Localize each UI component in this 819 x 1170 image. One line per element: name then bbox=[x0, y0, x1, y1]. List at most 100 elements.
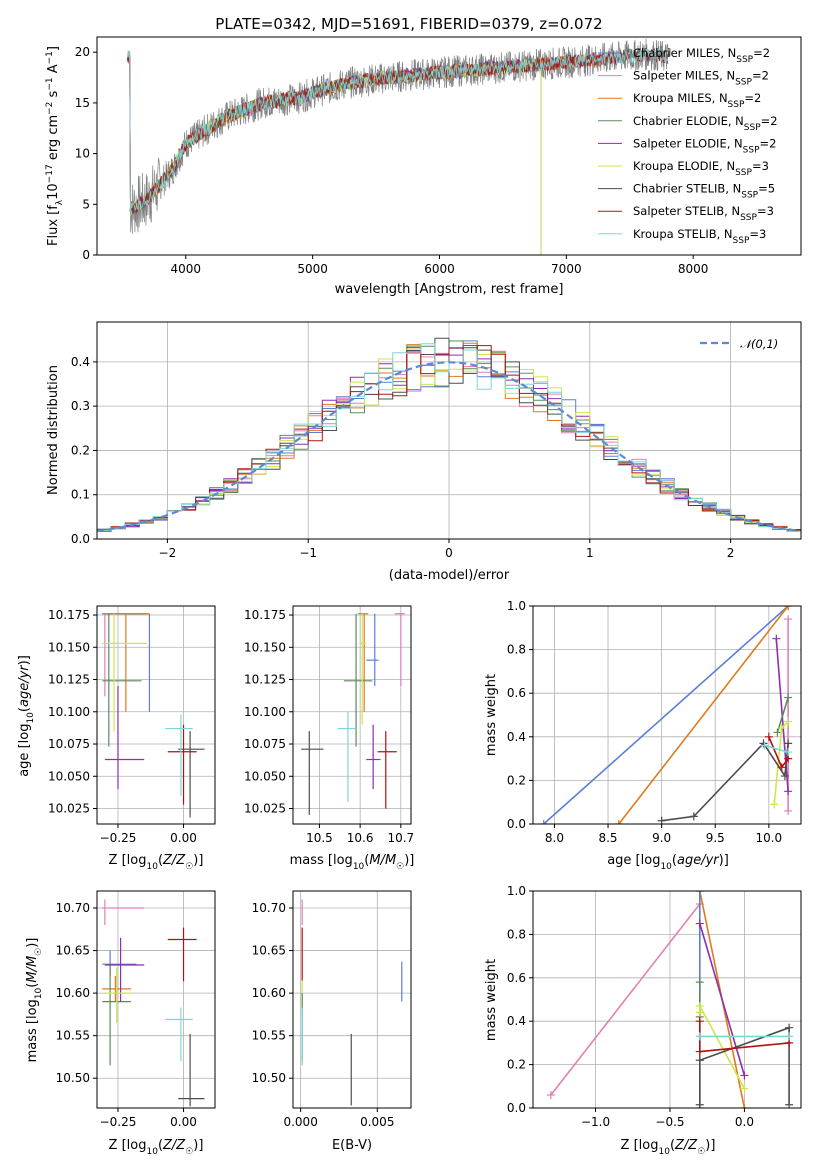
label-part: ( bbox=[670, 1138, 675, 1153]
series-marker-chab_stelib bbox=[785, 1023, 794, 1032]
errorbar-chab_miles bbox=[366, 613, 379, 686]
y-tick-label: 10.70 bbox=[56, 901, 90, 915]
y-tick-label: 0.4 bbox=[507, 730, 526, 744]
errorbar-krou_stelib bbox=[337, 711, 357, 803]
axes-mass_vs_ebv: 0.000 0.005 10.50 10.55 10.60 10.65 10.70 bbox=[252, 891, 411, 1129]
x-tick-label: −1 bbox=[299, 546, 317, 560]
x-tick-label: −0.25 bbox=[100, 831, 137, 845]
series-line-salp_elodie bbox=[699, 923, 746, 1076]
label-part: Flux [f bbox=[46, 205, 61, 246]
y-tick-label: 0 bbox=[82, 248, 90, 262]
y-tick-label: 10.050 bbox=[48, 769, 90, 783]
axes-mass_vs_Z: −0.25 0.00 10.50 10.55 10.60 10.65 10.70 bbox=[56, 891, 215, 1129]
series-marker-krou_stelib bbox=[760, 741, 769, 750]
age-vs-Z-xlabel: Z [log10(Z/Z☉)] bbox=[109, 853, 204, 872]
series-marker-salp_elodie bbox=[695, 919, 704, 928]
series-marker-krou_miles bbox=[614, 820, 623, 824]
label-part: ( bbox=[158, 853, 163, 868]
label-part: Salpeter MILES, N bbox=[633, 69, 735, 83]
errorbar-krou_stelib bbox=[165, 1007, 193, 1062]
axes-weight_vs_Z: −1.0 −0.5 0.0 0.0 0.2 0.4 0.6 0.8 1.0 bbox=[507, 884, 801, 1129]
label-part: Chabrier STELIB, N bbox=[633, 182, 741, 196]
label-part: M/M bbox=[25, 956, 40, 983]
x-tick-label: −1.0 bbox=[581, 1115, 610, 1129]
label-part: SSP bbox=[728, 100, 745, 110]
series-marker-krou_elodie bbox=[695, 1002, 704, 1011]
label-part: =3 bbox=[749, 227, 766, 241]
y-tick-label: 10.65 bbox=[56, 944, 90, 958]
weight-vs-Z-ylabel: mass weight bbox=[484, 959, 499, 1041]
errorbar-chab_elodie bbox=[343, 613, 373, 747]
y-tick-label: 0.8 bbox=[507, 927, 526, 941]
label-part: SSP bbox=[736, 55, 753, 65]
series-marker-chab_elodie bbox=[773, 728, 782, 737]
y-tick-label: 10.075 bbox=[48, 737, 90, 751]
axes-age_vs_Z: −0.25 0.00 10.025 10.050 10.075 10.100 10.125 1… bbox=[48, 606, 215, 845]
errorbar-chab_miles bbox=[102, 950, 137, 977]
label-part: Z [log bbox=[109, 1138, 147, 1153]
label-part: Z/Z bbox=[674, 1138, 698, 1153]
label-part: s bbox=[46, 90, 61, 101]
series-marker-chab_stelib bbox=[689, 812, 698, 821]
series-marker-salp_elodie bbox=[784, 787, 793, 796]
label-part: )] bbox=[719, 853, 729, 868]
y-tick-label: 1.0 bbox=[507, 599, 526, 613]
mass_vs_Z-frame bbox=[96, 890, 216, 1109]
series-marker-salp_miles bbox=[784, 615, 793, 624]
series-marker-krou_elodie bbox=[784, 717, 793, 726]
series-marker-krou_miles bbox=[784, 606, 793, 610]
y-tick-label: 10.150 bbox=[244, 640, 286, 654]
label-part: mass [log bbox=[290, 853, 353, 868]
label-part: =2 bbox=[752, 69, 769, 83]
series-line-chab_stelib bbox=[699, 1026, 790, 1105]
errorbar-krou_miles bbox=[102, 613, 150, 712]
x-tick-label: 8.5 bbox=[598, 831, 617, 845]
residuals-ylabel: Normed distribution bbox=[46, 365, 61, 495]
x-tick-label: 0.00 bbox=[170, 831, 197, 845]
y-tick-label: 0.4 bbox=[71, 355, 90, 369]
label-part: SSP bbox=[735, 168, 752, 178]
y-tick-label: 0.8 bbox=[507, 643, 526, 657]
x-tick-label: 4000 bbox=[171, 262, 202, 276]
y-tick-label: 10.70 bbox=[252, 901, 286, 915]
y-tick-label: 5 bbox=[82, 197, 90, 211]
weight_vs_Z-series bbox=[546, 891, 794, 1108]
errorbar-salp_stelib bbox=[167, 927, 197, 982]
weight_vs_age-frame bbox=[532, 605, 802, 825]
y-tick-label: 10.075 bbox=[244, 737, 286, 751]
label-part: =5 bbox=[758, 182, 775, 196]
label-part: 10 bbox=[146, 1147, 158, 1157]
y-tick-label: 1.0 bbox=[507, 884, 526, 898]
spectrum-data-line bbox=[129, 38, 671, 234]
label-part: Salpeter STELIB, N bbox=[633, 204, 740, 218]
label-part: M/M bbox=[369, 853, 396, 868]
series-marker-salp_stelib bbox=[764, 732, 773, 741]
errorbar-chab_stelib bbox=[301, 731, 324, 815]
x-tick-label: −0.5 bbox=[655, 1115, 684, 1129]
mass-vs-Z-ylabel: mass [log10(M/M☉)] bbox=[25, 938, 44, 1063]
series-marker-chab_elodie bbox=[784, 693, 793, 702]
label-part: =2 bbox=[744, 91, 761, 105]
y-tick-label: 10.100 bbox=[48, 705, 90, 719]
label-part: 10 bbox=[658, 1147, 670, 1157]
x-tick-label: 0.00 bbox=[170, 1115, 197, 1129]
y-tick-label: 10 bbox=[75, 147, 90, 161]
series-marker-salp_miles bbox=[546, 1090, 555, 1099]
series-marker-krou_miles bbox=[740, 1104, 749, 1108]
x-tick-label: 10.6 bbox=[347, 831, 374, 845]
series-marker-krou_elodie bbox=[777, 724, 786, 733]
legend-label-krou_stelib: Kroupa STELIB, NSSP=3 bbox=[633, 227, 766, 246]
label-part: )] bbox=[17, 655, 32, 665]
label-part: 10 bbox=[46, 183, 61, 200]
label-part: )] bbox=[193, 1138, 203, 1153]
label-part: SSP bbox=[740, 213, 757, 223]
label-part: ☉ bbox=[697, 1147, 705, 1157]
errorbar-chab_stelib bbox=[178, 731, 205, 818]
label-part: SSP bbox=[735, 78, 752, 88]
figure-title: PLATE=0342, MJD=51691, FIBERID=0379, z=0… bbox=[215, 15, 602, 33]
legend-label-krou_elodie: Kroupa ELODIE, NSSP=3 bbox=[633, 159, 769, 178]
y-tick-label: 10.025 bbox=[48, 802, 90, 816]
x-tick-label: 10.5 bbox=[306, 831, 333, 845]
series-line-krou_miles bbox=[618, 606, 789, 824]
label-part: =3 bbox=[757, 204, 774, 218]
